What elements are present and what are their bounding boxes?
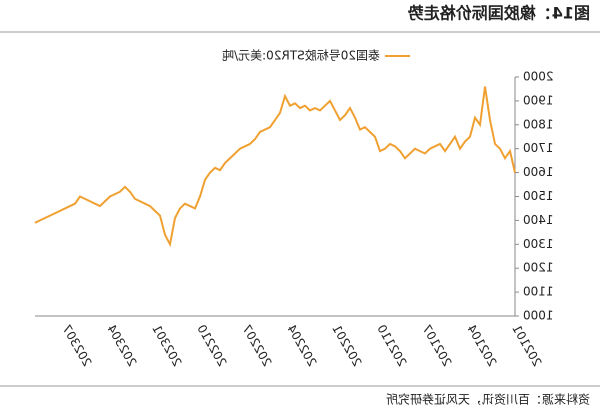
y-tick-label: 1400: [523, 213, 554, 227]
y-tick-label: 1300: [523, 237, 554, 251]
y-tick-label: 2000: [523, 70, 554, 84]
y-tick-label: 1700: [523, 141, 554, 155]
x-tick-label: 202307: [59, 322, 94, 369]
x-tick-label: 202104: [464, 322, 499, 369]
x-tick-label: 202304: [104, 322, 139, 369]
source: 资料来源：百川资讯，天风证券研究所: [386, 392, 590, 407]
y-tick-label: 1500: [523, 189, 554, 203]
line: [34, 86, 516, 248]
y-tick-label: 1000: [523, 309, 554, 323]
x-tick-label: 202201: [329, 322, 364, 369]
y-tick-label: 1800: [523, 117, 554, 131]
x-tick-label: 202107: [419, 322, 454, 369]
x-tick-label: 202210: [194, 322, 229, 369]
legend-label: 泰国20号标胶STR20:美元/吨: [222, 48, 380, 63]
x-tick-label: 202207: [239, 322, 274, 369]
x-tick-label: 202110: [374, 322, 409, 369]
x-tick-label: 202101: [509, 322, 544, 369]
y-tick-label: 1100: [523, 285, 554, 299]
y-tick-label: 1900: [523, 93, 554, 107]
x-tick-label: 202204: [284, 322, 319, 369]
y-tick-label: 1200: [523, 261, 554, 275]
chart-title: 图14：橡胶国际价格走势: [408, 4, 590, 23]
x-tick-label: 202301: [149, 322, 184, 369]
y-tick-label: 1600: [523, 165, 554, 179]
